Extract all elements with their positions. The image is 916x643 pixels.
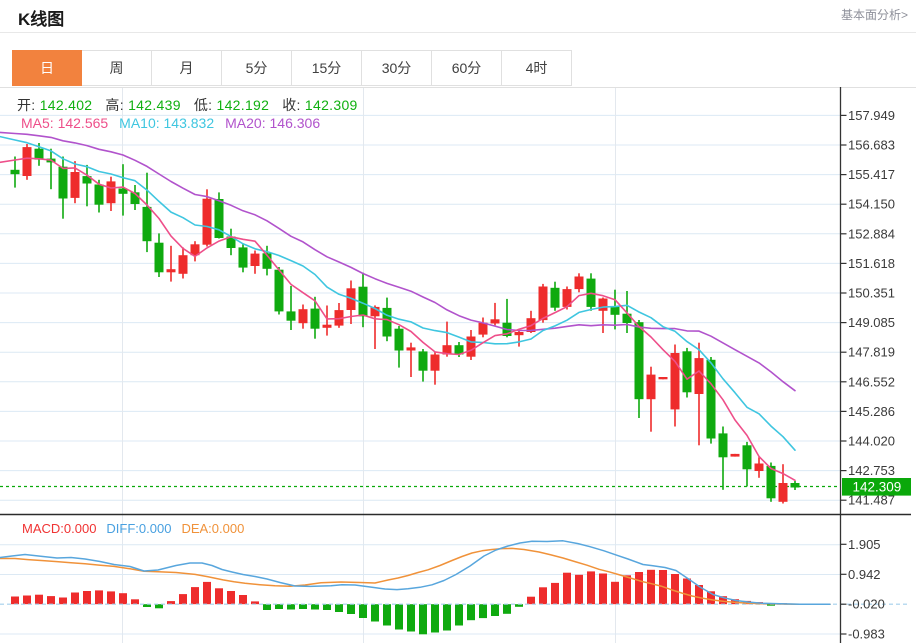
svg-text:146.552: 146.552 [848,374,895,389]
svg-text:147.819: 147.819 [848,345,895,360]
svg-text:152.884: 152.884 [848,226,895,241]
svg-text:0.942: 0.942 [848,567,881,582]
svg-text:155.417: 155.417 [848,167,895,182]
svg-text:156.683: 156.683 [848,138,895,153]
svg-text:141.487: 141.487 [848,493,895,508]
svg-text:151.618: 151.618 [848,256,895,271]
svg-text:145.286: 145.286 [848,404,895,419]
svg-text:157.949: 157.949 [848,108,895,123]
svg-text:150.351: 150.351 [848,286,895,301]
svg-text:-0.983: -0.983 [848,627,885,642]
svg-text:144.020: 144.020 [848,434,895,449]
svg-text:154.150: 154.150 [848,197,895,212]
svg-text:149.085: 149.085 [848,315,895,330]
svg-text:142.753: 142.753 [848,463,895,478]
svg-text:142.309: 142.309 [853,480,902,495]
svg-text:-0.020: -0.020 [848,597,885,612]
svg-text:1.905: 1.905 [848,537,881,552]
